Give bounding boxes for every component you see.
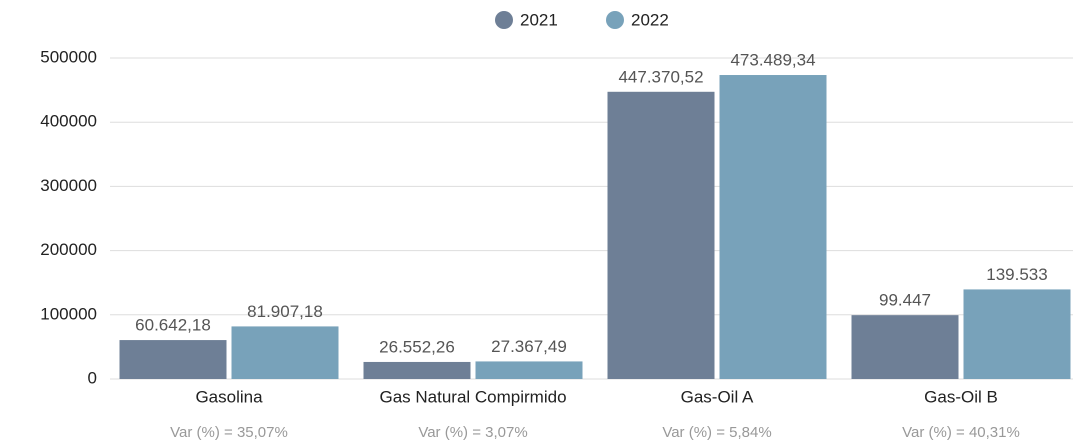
annotation: Var (%) = 3,07% xyxy=(418,424,527,441)
y-tick-label: 400000 xyxy=(40,112,97,131)
value-label: 447.370,52 xyxy=(618,67,703,86)
x-tick-label: Gas-Oil A xyxy=(681,387,754,406)
bar xyxy=(963,289,1071,379)
value-label: 81.907,18 xyxy=(247,302,323,321)
value-label: 139.533 xyxy=(986,265,1047,284)
bar xyxy=(851,315,959,379)
annotation: Var (%) = 40,31% xyxy=(902,424,1020,441)
y-tick-label: 300000 xyxy=(40,176,97,195)
legend-label: 2021 xyxy=(520,10,558,29)
bar xyxy=(231,326,339,379)
legend-swatch xyxy=(495,11,513,29)
legend-swatch xyxy=(606,11,624,29)
y-tick-label: 500000 xyxy=(40,47,97,66)
value-label: 473.489,34 xyxy=(730,51,815,70)
bar xyxy=(607,91,715,380)
bar xyxy=(119,340,227,379)
x-tick-label: Gas Natural Compirmido xyxy=(379,387,566,406)
bar xyxy=(475,361,583,379)
bar xyxy=(363,361,471,379)
y-tick-label: 0 xyxy=(88,368,97,387)
y-tick-label: 200000 xyxy=(40,240,97,259)
value-label: 60.642,18 xyxy=(135,316,211,335)
y-tick-label: 100000 xyxy=(40,304,97,323)
legend-label: 2022 xyxy=(631,10,669,29)
x-tick-label: Gasolina xyxy=(195,387,263,406)
value-label: 26.552,26 xyxy=(379,337,455,356)
annotation: Var (%) = 35,07% xyxy=(170,424,288,441)
bar xyxy=(719,75,827,380)
value-label: 27.367,49 xyxy=(491,337,567,356)
annotation: Var (%) = 5,84% xyxy=(662,424,771,441)
x-tick-label: Gas-Oil B xyxy=(924,387,998,406)
value-label: 99.447 xyxy=(879,291,931,310)
